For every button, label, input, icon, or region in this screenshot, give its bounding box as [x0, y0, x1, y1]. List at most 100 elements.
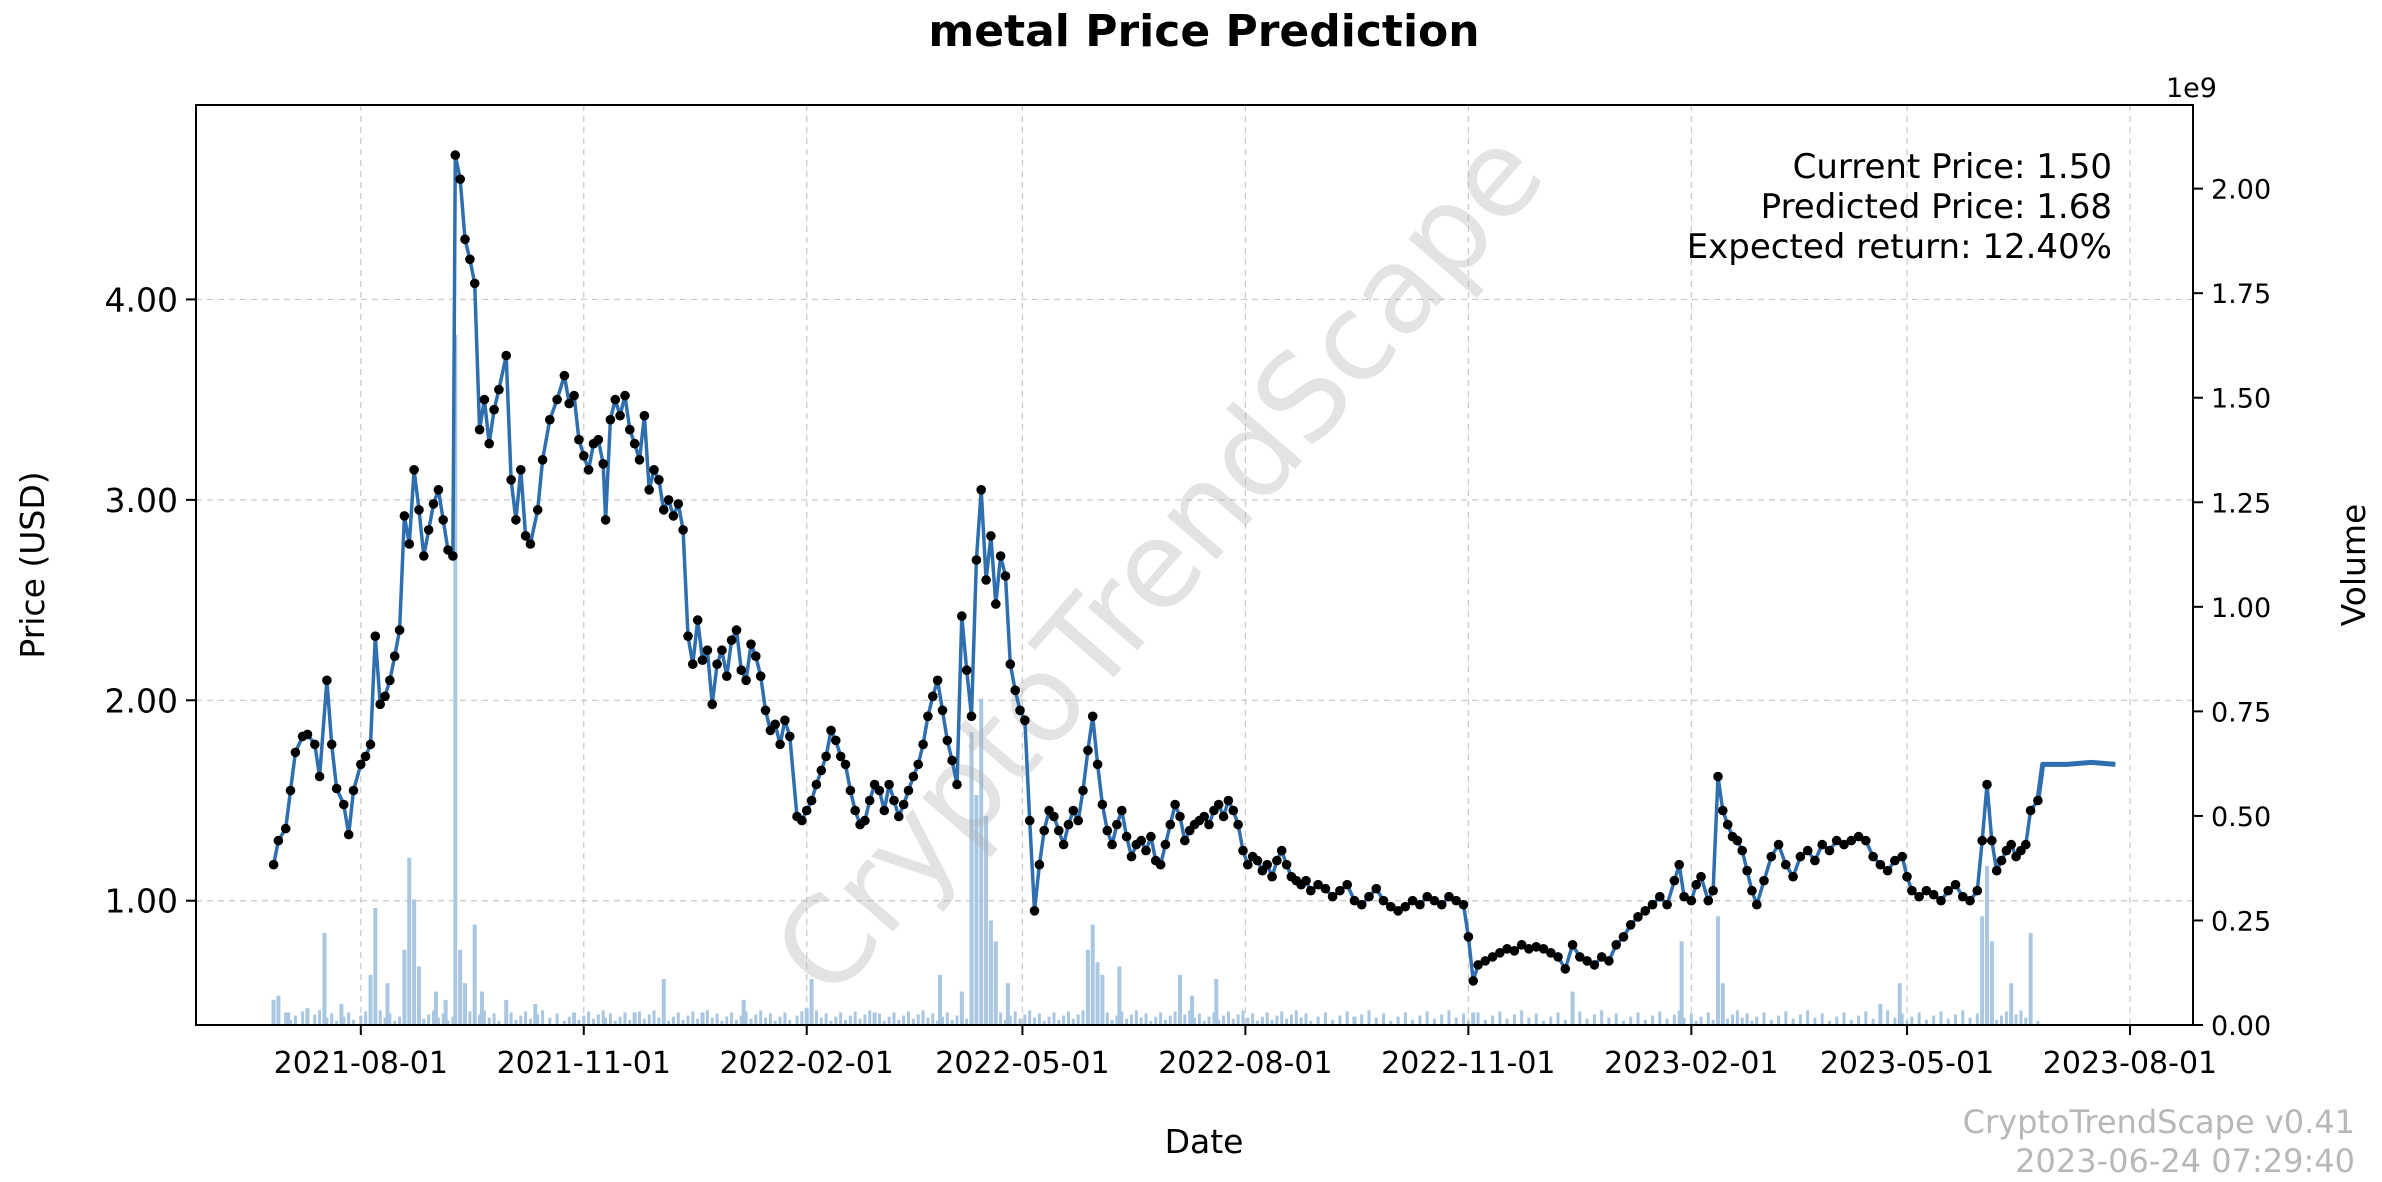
price-point — [692, 615, 703, 625]
volume-bar — [402, 949, 407, 1025]
volume-bar — [1214, 979, 1219, 1025]
volume-bar — [1338, 1015, 1342, 1025]
price-point — [583, 465, 594, 475]
volume-bar — [1578, 1011, 1582, 1025]
volume-bar — [749, 1018, 753, 1025]
volume-bar — [805, 1018, 809, 1025]
volume-bar — [1735, 1010, 1739, 1025]
price-point — [1117, 805, 1127, 816]
price-point — [797, 815, 807, 826]
price-point — [520, 531, 531, 541]
volume-bar — [1842, 1012, 1846, 1025]
volume-bar — [1520, 1010, 1524, 1025]
volume-bar — [276, 995, 281, 1025]
volume-bar — [286, 1012, 291, 1025]
price-point — [961, 665, 972, 675]
price-point — [1662, 899, 1672, 910]
price-point — [322, 675, 332, 686]
volume-bar — [407, 857, 412, 1025]
price-point — [918, 739, 928, 750]
volume-bar — [1095, 962, 1100, 1025]
price-point — [385, 675, 395, 686]
price-point — [1024, 815, 1035, 826]
price-point — [1223, 795, 1234, 806]
volume-bar — [1231, 1018, 1235, 1025]
price-point — [1972, 885, 1983, 896]
y-tick-label: 4.00 — [105, 280, 178, 319]
volume-bar — [921, 1010, 925, 1025]
volume-bar — [994, 1016, 998, 1025]
volume-bar — [809, 979, 814, 1025]
volume-bar — [1129, 1014, 1133, 1025]
volume-bar — [1202, 1020, 1206, 1025]
volume-bar — [1096, 1020, 1100, 1025]
price-point — [1996, 855, 2007, 866]
price-point — [564, 398, 574, 409]
volume-bar — [2028, 933, 2033, 1025]
volume-bar — [1563, 1019, 1567, 1025]
volume-bar — [1193, 1017, 1196, 1025]
volume-bar — [2029, 1013, 2033, 1025]
price-point — [1773, 839, 1784, 850]
price-point — [840, 759, 851, 770]
price-point — [1509, 946, 1520, 956]
volume-bar — [1985, 1016, 1989, 1025]
volume-bar — [1105, 1012, 1109, 1025]
price-point — [1165, 819, 1176, 830]
price-point — [1604, 956, 1614, 966]
price-point — [285, 785, 296, 796]
price-point — [1914, 891, 1924, 902]
price-point — [1781, 859, 1791, 870]
volume-bar — [305, 1008, 310, 1025]
volume-bar — [960, 1011, 964, 1025]
volume-bar — [1360, 1014, 1364, 1025]
volume-bar — [1440, 1014, 1444, 1025]
current-price-text: Current Price: 1.50 — [1793, 147, 2112, 187]
price-point — [634, 455, 645, 465]
volume-bar — [979, 698, 984, 1025]
volume-bar — [1270, 1019, 1274, 1025]
volume-bar — [436, 1017, 440, 1025]
price-point — [629, 438, 640, 449]
price-point — [438, 515, 449, 525]
volume-bar — [1071, 1018, 1075, 1025]
volume-bar — [1057, 1019, 1061, 1025]
volume-bar — [902, 1015, 906, 1025]
volume-bar — [572, 1012, 576, 1025]
price-point — [1524, 944, 1534, 954]
volume-bar — [1081, 1010, 1085, 1025]
volume-bar — [479, 991, 484, 1025]
volume-bar — [839, 1012, 843, 1025]
prediction-line — [2035, 759, 2116, 801]
prediction-annotation: Current Price: 1.50 Predicted Price: 1.6… — [1687, 147, 2112, 267]
price-point — [552, 394, 562, 405]
volume-bar — [1396, 1016, 1400, 1025]
volume-bar — [1679, 941, 1684, 1025]
price-point — [1058, 839, 1069, 850]
volume-bar — [788, 1019, 792, 1025]
price-point — [1029, 906, 1040, 916]
volume-bar — [897, 1019, 901, 1025]
price-point — [1538, 944, 1549, 954]
volume-bar — [959, 991, 964, 1025]
volume-bar — [352, 1019, 356, 1025]
volume-bar — [1197, 1013, 1201, 1025]
volume-bar — [657, 1017, 661, 1025]
price-point — [995, 551, 1006, 561]
price-point — [1679, 891, 1689, 902]
price-point — [903, 785, 914, 796]
price-point — [1073, 815, 1083, 826]
price-point — [268, 859, 279, 870]
volume-bar — [1689, 1013, 1693, 1025]
price-point — [678, 525, 688, 535]
volume-bar — [730, 1012, 734, 1025]
volume-bar — [676, 1012, 680, 1025]
price-point — [755, 671, 766, 681]
price-point — [663, 495, 674, 505]
volume-bar — [596, 1014, 600, 1025]
volume-bar — [1345, 1011, 1349, 1025]
price-point — [1126, 851, 1137, 862]
price-point — [1320, 883, 1331, 894]
price-point — [1112, 819, 1122, 830]
price-point — [516, 465, 526, 475]
